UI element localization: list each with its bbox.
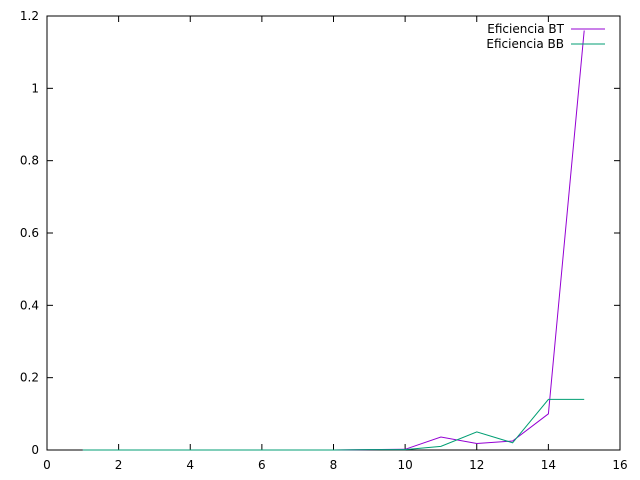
x-tick-label: 10 (397, 458, 412, 472)
x-tick-label: 8 (330, 458, 338, 472)
y-tick-label: 0.6 (20, 226, 39, 240)
series-line-bb (82, 398, 585, 451)
series-line-bt (82, 30, 585, 451)
plot-frame (46, 15, 621, 451)
x-tick-label: 0 (43, 458, 51, 472)
x-tick-label: 12 (469, 458, 484, 472)
x-tick-label: 4 (186, 458, 194, 472)
axes (46, 15, 621, 451)
y-tick-label: 0 (31, 443, 39, 457)
x-tick-label: 6 (258, 458, 266, 472)
y-tick-label: 0.4 (20, 298, 39, 312)
x-tick-label: 16 (612, 458, 627, 472)
y-tick-label: 1.2 (20, 9, 39, 23)
legend-label: Eficiencia BB (486, 37, 564, 51)
x-tick-label: 14 (541, 458, 556, 472)
y-tick-label: 0.2 (20, 371, 39, 385)
y-tick-label: 1 (31, 81, 39, 95)
legend-label: Eficiencia BT (487, 22, 564, 36)
series-lines (82, 30, 585, 451)
ticks: 0 2 4 6 8 10 12 14 16 0 0.2 0.4 0.6 0.8 1 1.2 (20, 9, 628, 472)
y-tick-label: 0.8 (20, 154, 39, 168)
x-tick-label: 2 (115, 458, 123, 472)
